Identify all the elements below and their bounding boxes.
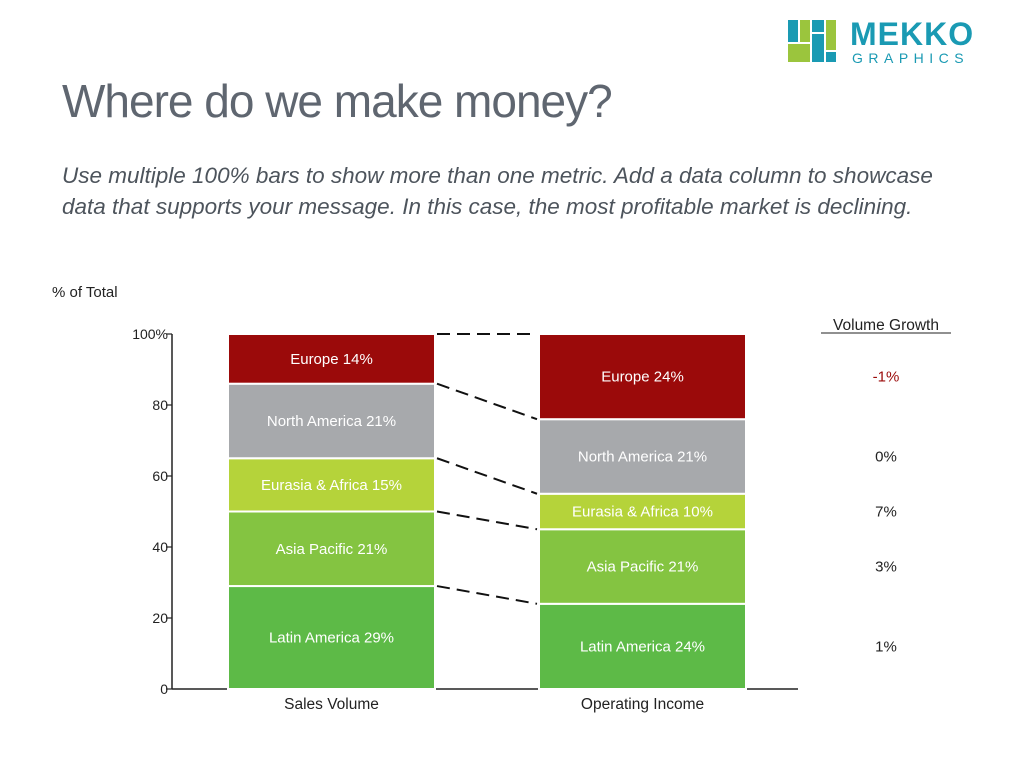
volume-growth-column: Volume Growth 1% 3% 7% 0% -1% [821,317,951,655]
logo-wordmark: MEKKO [850,16,975,52]
y-axis-label: % of Total [52,284,118,301]
volume-growth-value: 3% [875,559,897,576]
bar-segment [227,510,436,588]
data-label: North America 21% [578,448,707,465]
mekko-graphics-logo: MEKKO GRAPHICS [788,18,1000,66]
bar-segment [227,585,436,690]
data-label: North America 21% [267,413,396,430]
y-tick-label: 40 [152,539,168,555]
logo-square [788,20,798,42]
data-label: Asia Pacific 21% [587,559,699,576]
volume-growth-value: 0% [875,448,897,465]
page-subtitle: Use multiple 100% bars to show more than… [62,163,933,219]
bar-segment [538,418,747,495]
bar-segment [538,602,747,690]
y-tick-label: 60 [152,468,168,484]
volume-growth-value: 1% [875,638,897,655]
connector-line [436,382,538,421]
bar-segment [227,333,436,385]
x-tick-label: Sales Volume [284,696,379,713]
bar-segment [538,492,747,531]
data-label: Latin America 24% [580,638,705,655]
data-label: Asia Pacific 21% [276,541,388,558]
logo-square [812,34,824,62]
logo-tagline: GRAPHICS [852,50,970,66]
logo-square [812,20,824,32]
logo-square [800,20,810,42]
logo-square [788,44,810,62]
connector-lines [436,333,538,605]
data-label: Latin America 29% [269,630,394,647]
logo-square [826,20,836,50]
data-label: Eurasia & Africa 10% [572,504,713,521]
x-tick-label: Operating Income [581,696,704,713]
volume-growth-header: Volume Growth [833,317,939,334]
y-tick-label: 80 [152,397,168,413]
y-tick-label: 100% [132,326,168,342]
bar-segment [538,333,747,421]
logo-square [826,52,836,62]
data-label: Eurasia & Africa 15% [261,477,402,494]
bars: Latin America 29% Asia Pacific 21% Eurasia… [227,333,747,690]
volume-growth-value: -1% [873,369,900,386]
connector-line [436,457,538,495]
bar-segment [227,457,436,513]
page-title: Where do we make money? [62,75,613,127]
connector-line [436,585,538,605]
volume-growth-value: 7% [875,504,897,521]
y-tick-label: 20 [152,610,168,626]
bar-segment [538,528,747,605]
data-label: Europe 14% [290,351,373,368]
data-label: Europe 24% [601,369,684,386]
y-tick-label: 0 [160,681,168,697]
connector-line [436,510,538,531]
